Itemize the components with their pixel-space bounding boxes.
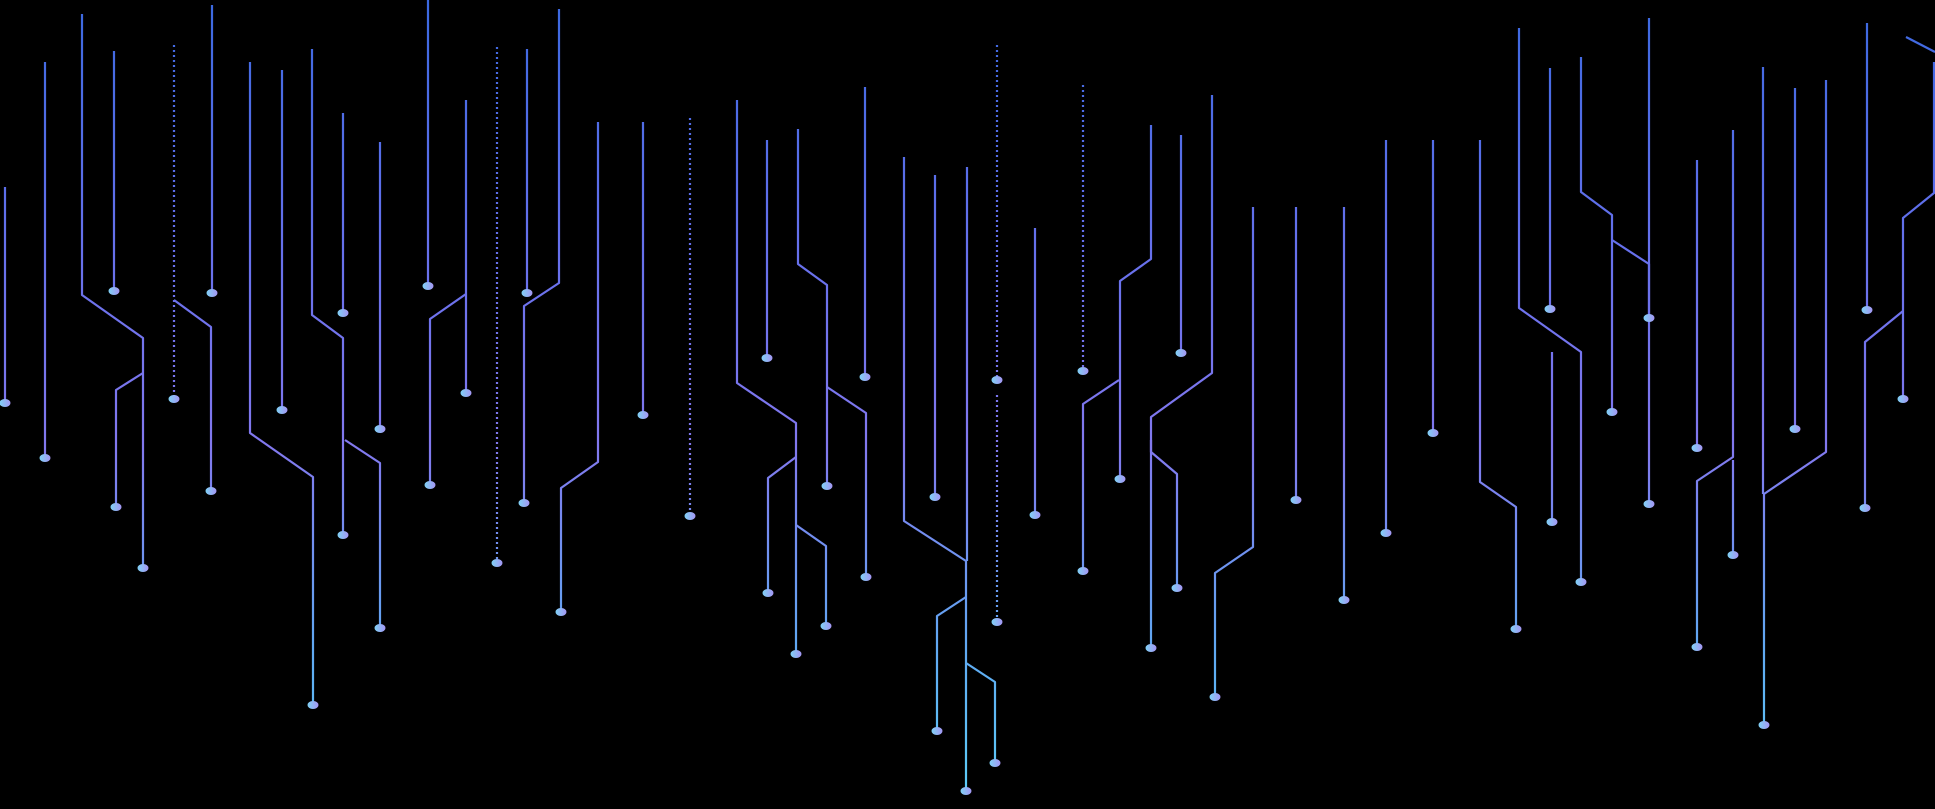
circuit-line <box>1213 207 1255 694</box>
circuit-line <box>80 14 145 565</box>
circuit-line <box>735 100 798 651</box>
circuit-line <box>428 293 467 482</box>
line-endpoint-dot <box>1338 596 1350 604</box>
line-endpoint-dot <box>137 564 149 572</box>
line-endpoint-dot <box>424 481 436 489</box>
line-endpoint-dot <box>1077 567 1089 575</box>
line-endpoint-dot <box>859 373 871 381</box>
line-endpoint-dot <box>761 354 773 362</box>
line-endpoint-dot <box>337 309 349 317</box>
line-endpoint-dot <box>1145 644 1157 652</box>
circuit-line <box>1149 95 1214 585</box>
line-endpoint-dot <box>1427 429 1439 437</box>
line-endpoint-dot <box>637 411 649 419</box>
line-endpoint-dot <box>1209 693 1221 701</box>
line-endpoint-dot <box>108 287 120 295</box>
circuit-line <box>1478 140 1518 626</box>
circuit-line <box>1118 125 1153 476</box>
circuit-line <box>902 157 968 788</box>
line-endpoint-dot <box>1643 500 1655 508</box>
line-endpoint-dot <box>1029 511 1041 519</box>
line-endpoint-dot <box>276 406 288 414</box>
line-endpoint-dot <box>991 618 1003 626</box>
line-endpoint-dot <box>422 282 434 290</box>
line-endpoint-dot <box>762 589 774 597</box>
circuit-line <box>1081 379 1120 568</box>
circuit-line <box>559 122 600 609</box>
line-endpoint-dot <box>1575 578 1587 586</box>
line-endpoint-dot <box>206 289 218 297</box>
circuit-line <box>248 62 315 702</box>
circuit-line <box>1863 310 1904 505</box>
line-endpoint-dot <box>1114 475 1126 483</box>
line-endpoint-dot <box>521 289 533 297</box>
circuit-line <box>1695 130 1735 644</box>
line-endpoint-dot <box>491 559 503 567</box>
line-endpoint-dot <box>860 573 872 581</box>
circuit-line <box>766 456 797 590</box>
line-endpoint-dot <box>110 503 122 511</box>
circuit-line <box>795 524 828 623</box>
line-endpoint-dot <box>931 727 943 735</box>
circuit-line <box>344 439 382 625</box>
line-endpoint-dot <box>929 493 941 501</box>
circuit-line <box>1517 28 1583 579</box>
line-endpoint-dot <box>1897 395 1909 403</box>
line-endpoint-dot <box>374 425 386 433</box>
line-endpoint-dot <box>790 650 802 658</box>
line-endpoint-dot <box>39 454 51 462</box>
line-endpoint-dot <box>1171 584 1183 592</box>
line-endpoint-dot <box>1859 504 1871 512</box>
line-endpoint-dot <box>0 399 11 407</box>
circuit-line <box>796 129 829 483</box>
circuit-line <box>173 299 213 488</box>
line-endpoint-dot <box>960 787 972 795</box>
circuit-line <box>1762 80 1828 722</box>
line-endpoint-dot <box>518 499 530 507</box>
line-endpoint-dot <box>205 487 217 495</box>
line-endpoint-dot <box>1380 529 1392 537</box>
circuit-line <box>114 372 144 504</box>
line-endpoint-dot <box>1861 306 1873 314</box>
circuit-line <box>935 596 967 728</box>
line-endpoint-dot <box>460 389 472 397</box>
circuit-line <box>1905 36 1935 53</box>
line-endpoint-dot <box>989 759 1001 767</box>
line-endpoint-dot <box>1758 721 1770 729</box>
circuit-line <box>1611 239 1651 501</box>
line-endpoint-dot <box>1727 551 1739 559</box>
line-endpoint-dot <box>991 376 1003 384</box>
line-endpoint-dot <box>337 531 349 539</box>
circuit-line <box>826 386 868 574</box>
line-endpoint-dot <box>1546 518 1558 526</box>
line-endpoint-dot <box>307 701 319 709</box>
circuit-line <box>522 9 561 500</box>
circuit-line <box>1901 62 1935 396</box>
circuit-line <box>965 662 997 760</box>
line-endpoint-dot <box>820 622 832 630</box>
line-endpoint-dot <box>1510 625 1522 633</box>
line-endpoint-dot <box>1544 305 1556 313</box>
line-endpoint-dot <box>1691 643 1703 651</box>
circuit-line <box>1579 57 1614 409</box>
line-endpoint-dot <box>1789 425 1801 433</box>
line-endpoint-dot <box>1643 314 1655 322</box>
circuit-line <box>310 49 345 532</box>
line-endpoint-dot <box>555 608 567 616</box>
line-endpoint-dot <box>1691 444 1703 452</box>
line-endpoint-dot <box>1290 496 1302 504</box>
line-endpoint-dot <box>821 482 833 490</box>
line-endpoint-dot <box>1175 349 1187 357</box>
line-endpoint-dot <box>1606 408 1618 416</box>
line-endpoint-dot <box>168 395 180 403</box>
line-endpoint-dot <box>684 512 696 520</box>
line-endpoint-dot <box>374 624 386 632</box>
line-endpoint-dot <box>1077 367 1089 375</box>
